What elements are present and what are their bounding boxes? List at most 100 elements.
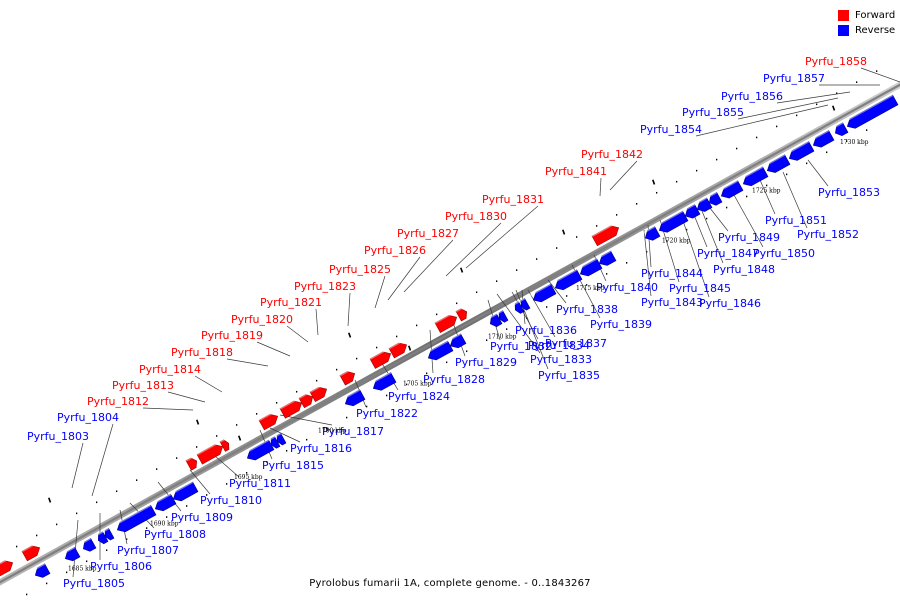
scale-label: 1700 kbp xyxy=(318,427,347,434)
minor-tick xyxy=(496,280,498,282)
gene-highlight xyxy=(434,311,455,324)
gene-highlight xyxy=(530,283,552,297)
gene-body xyxy=(449,333,467,349)
gene-body xyxy=(0,560,14,579)
minor-tick xyxy=(36,534,38,537)
reverse-gene xyxy=(718,179,744,199)
minor-tick xyxy=(486,339,488,341)
gene-highlight xyxy=(694,197,708,206)
leader-line xyxy=(695,104,829,137)
genome-backbone-core xyxy=(0,83,900,584)
minor-tick xyxy=(156,468,158,470)
gene-body xyxy=(812,130,835,148)
reverse-gene xyxy=(62,546,81,562)
minor-tick xyxy=(626,262,628,264)
gene-body xyxy=(339,371,356,386)
reverse-gene-label: Pyrfu_1857 xyxy=(763,72,825,85)
forward-gene-label: Pyrfu_1858 xyxy=(805,55,867,68)
gene-highlight xyxy=(370,371,392,385)
gene-body xyxy=(788,141,815,161)
forward-gene-label: Pyrfu_1831 xyxy=(482,193,544,206)
gene-highlight xyxy=(152,493,172,506)
leader-line xyxy=(445,222,502,277)
reverse-gene-label: Pyrfu_1803 xyxy=(27,430,89,443)
gene-highlight xyxy=(369,348,389,360)
gene-body xyxy=(369,351,392,369)
minor-tick xyxy=(386,394,388,397)
minor-tick xyxy=(566,295,568,297)
minor-tick xyxy=(656,191,658,194)
minor-tick xyxy=(506,328,508,330)
leader-lines xyxy=(71,67,900,578)
gene-highlight xyxy=(244,439,270,455)
minor-tick xyxy=(636,203,638,205)
leader-line xyxy=(194,375,223,393)
minor-tick xyxy=(426,372,428,375)
gene-highlight xyxy=(114,504,152,527)
reverse-gene xyxy=(152,493,177,512)
leader-line xyxy=(496,293,541,354)
reverse-gene xyxy=(447,333,467,349)
gene-body xyxy=(246,439,275,461)
reverse-gene-label: Pyrfu_1845 xyxy=(669,282,731,295)
gene-body xyxy=(455,308,467,322)
reverse-gene-label: Pyrfu_1810 xyxy=(200,494,262,507)
leader-line xyxy=(189,469,211,495)
gene-highlight xyxy=(279,397,300,410)
major-tick xyxy=(196,419,200,425)
minor-tick xyxy=(466,350,468,353)
reverse-gene-label: Pyrfu_1824 xyxy=(388,390,450,403)
legend-forward: Forward xyxy=(838,8,895,23)
reverse-gene xyxy=(530,283,557,303)
gene-body xyxy=(372,372,397,391)
reverse-gene-label: Pyrfu_1852 xyxy=(797,228,859,241)
gene-body xyxy=(98,531,109,545)
minor-tick xyxy=(786,173,788,176)
gene-highlight xyxy=(740,166,764,180)
reverse-gene-label: Pyrfu_1837 xyxy=(545,337,607,350)
minor-tick xyxy=(726,206,728,209)
minor-tick xyxy=(256,413,258,415)
gene-highlight xyxy=(95,530,104,537)
leader-line xyxy=(599,177,602,197)
forward-gene xyxy=(185,455,197,471)
minor-tick xyxy=(206,494,208,496)
minor-tick xyxy=(76,512,78,515)
gene-highlight xyxy=(786,140,810,155)
reverse-gene xyxy=(268,435,281,449)
reverse-gene-label: Pyrfu_1836 xyxy=(515,324,577,337)
gene-highlight xyxy=(764,153,786,167)
reverse-gene xyxy=(244,439,275,461)
reverse-gene xyxy=(114,504,157,533)
reverse-gene xyxy=(694,197,713,212)
reverse-swatch xyxy=(838,25,849,36)
reverse-gene-label: Pyrfu_1855 xyxy=(682,106,744,119)
gene-body xyxy=(708,191,723,206)
minor-tick xyxy=(146,527,148,529)
minor-tick xyxy=(746,195,748,198)
major-tick xyxy=(562,229,566,235)
minor-tick xyxy=(226,483,228,485)
leader-line xyxy=(511,291,539,340)
scale-label: 1690 kbp xyxy=(150,520,179,527)
minor-tick xyxy=(356,357,358,360)
gene-highlight xyxy=(388,339,405,350)
gene-body xyxy=(82,538,97,552)
leader-line xyxy=(465,205,539,269)
reverse-gene xyxy=(518,297,531,311)
forward-gene xyxy=(21,542,41,562)
minor-tick xyxy=(766,184,768,187)
minor-tick xyxy=(806,162,808,165)
reverse-gene-label: Pyrfu_1839 xyxy=(590,318,652,331)
minor-tick xyxy=(296,390,298,393)
minor-tick xyxy=(456,302,458,305)
legend-reverse: Reverse xyxy=(838,23,895,38)
minor-tick xyxy=(776,125,778,128)
gene-body xyxy=(579,258,603,277)
minor-tick xyxy=(676,180,678,183)
gene-layer xyxy=(0,94,899,579)
gene-body xyxy=(742,166,769,187)
major-tick xyxy=(348,332,352,338)
gene-body xyxy=(520,298,531,311)
gene-body xyxy=(154,493,177,512)
